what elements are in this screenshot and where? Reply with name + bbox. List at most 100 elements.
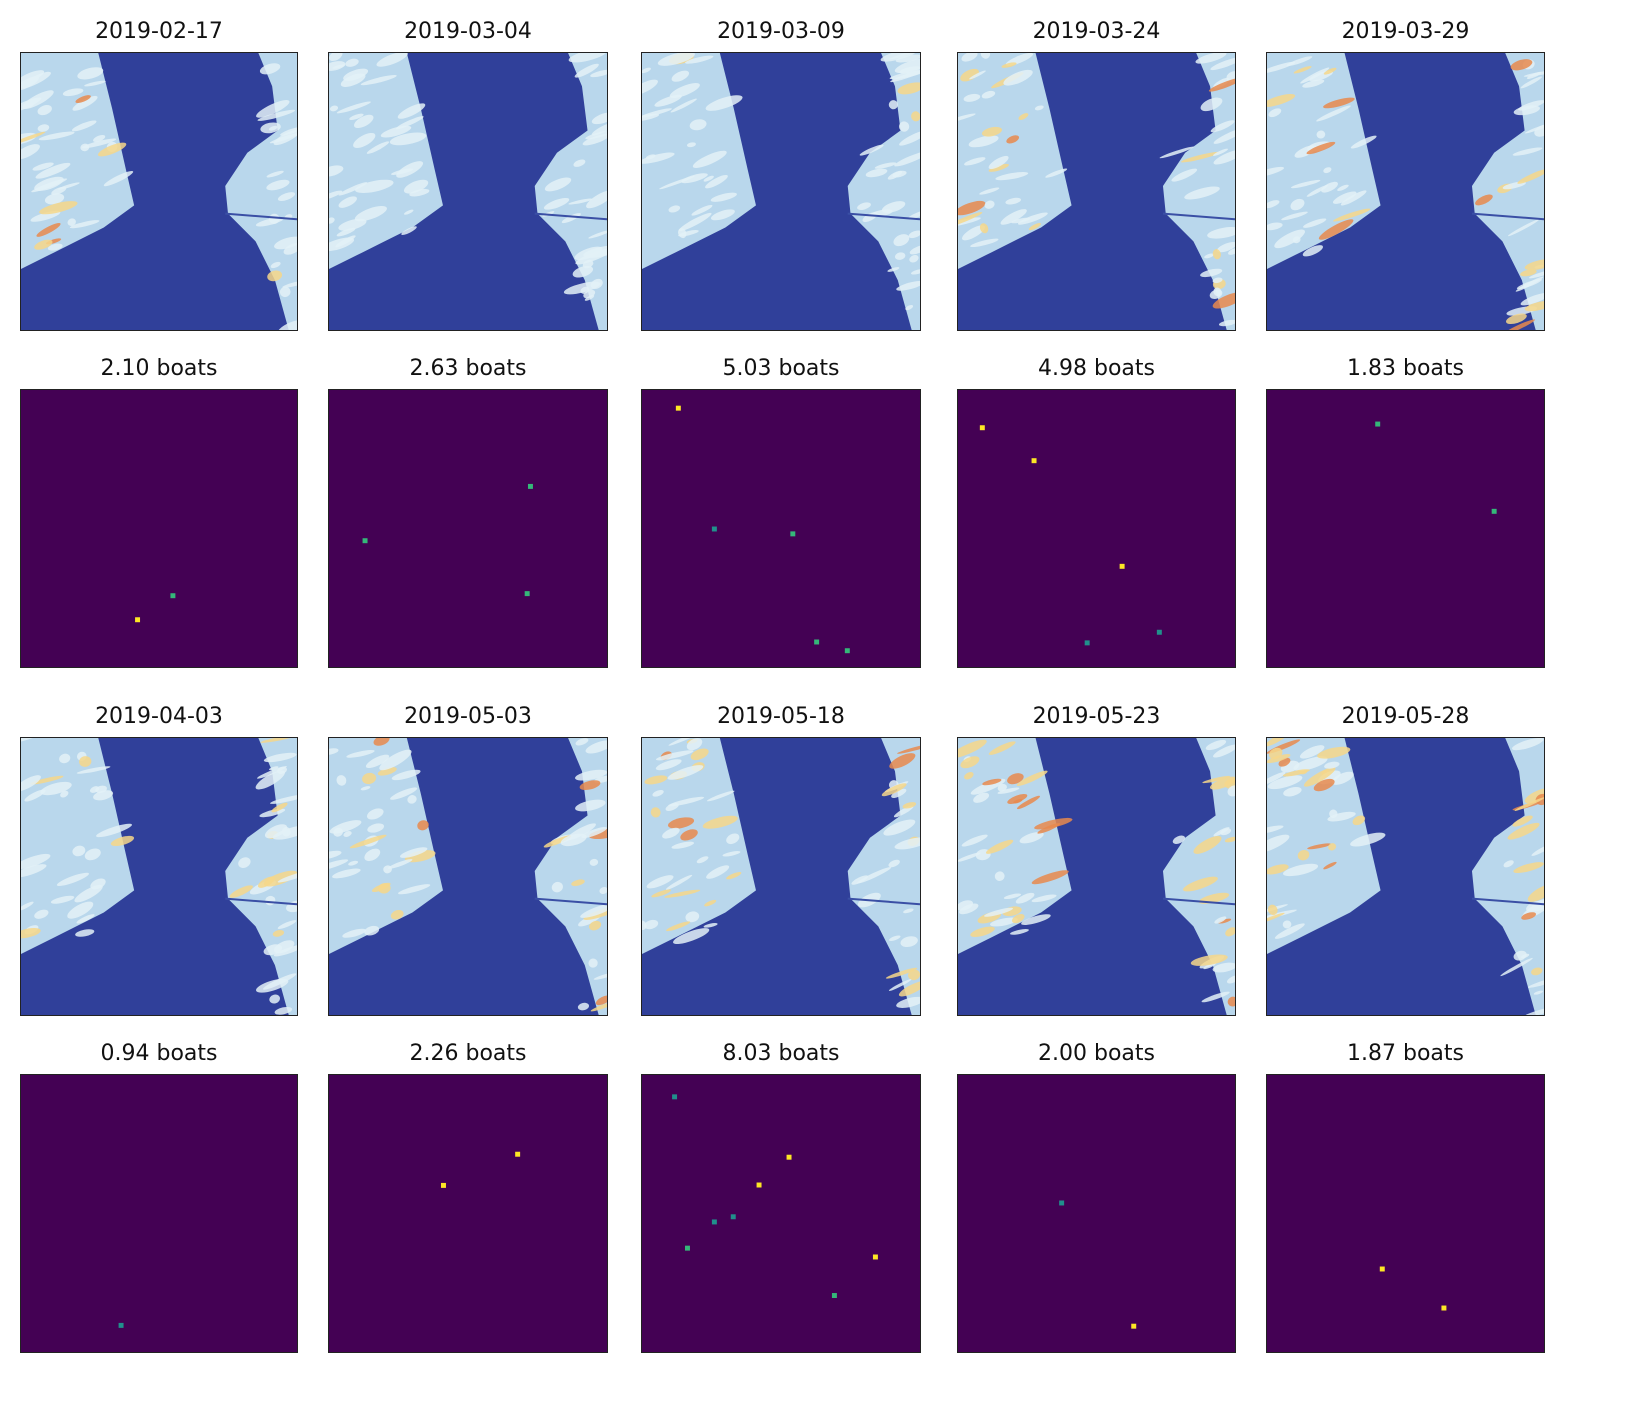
land-texture [1200,268,1223,278]
land-texture [272,930,285,937]
land-texture [551,881,563,893]
land-texture [283,243,297,255]
land-texture [59,753,71,764]
land-texture [686,738,703,751]
land-texture [1513,950,1527,961]
land-texture [1034,817,1073,830]
satellite-panel: 2019-03-29 [1266,19,1545,331]
land-texture [588,958,598,968]
land-texture [1531,967,1543,976]
land-texture [1290,198,1305,211]
land-texture [259,808,286,818]
right-coast-land [847,738,920,1015]
land-texture [981,126,1002,137]
land-texture [1212,962,1235,973]
land-texture [378,883,391,894]
satellite-image [21,738,297,1015]
land-texture [573,159,586,167]
land-texture [1328,843,1337,851]
panel-image-frame [20,737,298,1016]
land-texture [888,859,900,868]
satellite-panel: 2019-05-28 [1266,704,1545,1016]
land-texture [1016,795,1041,810]
panel-date-title: 2019-05-03 [404,704,532,729]
land-texture [668,738,702,746]
land-texture [970,926,995,937]
land-texture [269,794,297,804]
land-texture [1293,66,1312,74]
boat-heatmap-image [329,1075,607,1352]
land-texture [96,823,132,838]
land-texture [1267,904,1278,916]
land-texture [696,856,709,864]
panel-boat-count-title: 2.10 boats [100,356,218,381]
land-texture [1218,918,1232,924]
land-texture [1316,105,1351,122]
panel-date-title: 2019-02-17 [95,19,223,44]
land-texture [895,54,920,63]
boat-detection-pixel [1131,1323,1137,1329]
land-texture [1267,93,1296,107]
land-texture [1337,184,1349,191]
land-texture [21,853,51,870]
land-texture [960,68,979,82]
land-texture [1212,292,1235,309]
land-texture [1506,313,1527,325]
land-texture [1520,293,1544,306]
land-texture [984,200,995,209]
panel-image-frame [1266,737,1545,1016]
land-texture [30,210,61,222]
land-texture [1527,883,1544,902]
land-texture [979,187,1000,195]
land-texture [282,279,297,288]
land-texture [544,177,572,192]
land-texture [650,807,661,818]
land-texture [257,109,296,121]
land-texture [968,135,999,148]
land-texture [21,70,45,85]
land-texture [704,899,717,907]
land-texture [1213,744,1235,758]
boat-heatmap-panel: 4.98 boats [957,356,1236,668]
land-texture [568,53,607,63]
panel-image-frame [328,737,608,1016]
land-texture [1031,870,1069,885]
land-texture [279,286,291,298]
boat-detection-pixel [979,425,985,431]
panel-image-frame [1266,389,1545,668]
land-texture [1507,822,1540,840]
land-texture [1323,97,1355,109]
land-texture [1475,194,1493,206]
panel-image-frame [328,1074,608,1353]
land-texture [1268,108,1282,118]
causeway [1471,212,1544,221]
land-texture [1283,863,1319,877]
land-texture [667,817,695,829]
land-texture [256,766,287,779]
land-texture [726,872,742,880]
land-texture [67,901,94,919]
land-texture [662,827,680,839]
land-texture [238,857,251,868]
land-texture [642,67,651,74]
heatmap-background [21,1075,297,1352]
land-texture [678,230,699,237]
land-texture [1274,229,1306,249]
right-coast-land [1162,738,1235,1015]
land-texture [668,205,681,213]
boat-heatmap-panel: 2.63 boats [328,356,608,668]
land-texture [909,245,920,255]
boat-detection-pixel [872,1254,878,1260]
land-texture [110,835,135,847]
land-texture [1267,864,1289,875]
land-texture [71,120,97,132]
land-texture [1327,811,1356,822]
boat-detection-pixel [672,1094,678,1100]
land-texture [1005,197,1021,205]
satellite-image [1267,738,1544,1015]
land-texture [1290,179,1321,189]
land-texture [353,132,376,148]
land-texture [21,864,47,878]
land-texture [646,875,674,889]
land-texture [263,752,297,763]
